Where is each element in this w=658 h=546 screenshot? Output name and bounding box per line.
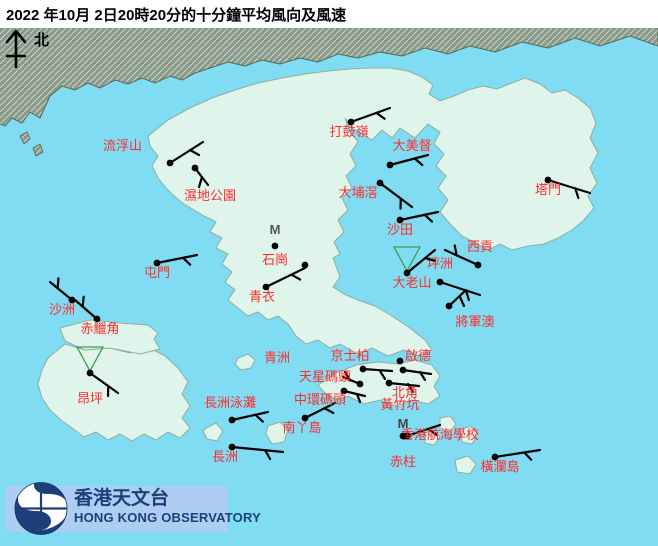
svg-text:M: M [270, 222, 281, 237]
svg-text:西貢: 西貢 [467, 239, 493, 254]
svg-text:屯門: 屯門 [144, 265, 170, 280]
svg-text:赤鱲角: 赤鱲角 [80, 321, 119, 336]
svg-text:濕地公園: 濕地公園 [184, 188, 236, 203]
svg-text:HONG KONG OBSERVATORY: HONG KONG OBSERVATORY [74, 510, 261, 525]
svg-text:香港航海學校: 香港航海學校 [401, 427, 479, 442]
svg-text:南丫島: 南丫島 [282, 420, 321, 435]
svg-text:塔門: 塔門 [535, 182, 561, 197]
svg-text:青衣: 青衣 [249, 289, 275, 304]
svg-text:M: M [398, 416, 409, 431]
svg-text:沙洲: 沙洲 [49, 302, 75, 317]
svg-text:昂坪: 昂坪 [77, 391, 103, 406]
svg-text:流浮山: 流浮山 [103, 138, 142, 153]
svg-text:青洲: 青洲 [264, 350, 290, 365]
svg-text:打鼓嶺: 打鼓嶺 [329, 124, 368, 139]
svg-text:長洲泳灘: 長洲泳灘 [204, 395, 256, 410]
svg-text:赤柱: 赤柱 [390, 454, 416, 469]
svg-text:坪洲: 坪洲 [427, 256, 453, 271]
svg-text:京士柏: 京士柏 [330, 348, 369, 363]
svg-text:北: 北 [34, 32, 49, 49]
svg-text:將軍澳: 將軍澳 [455, 314, 494, 329]
svg-text:沙田: 沙田 [387, 222, 413, 237]
svg-text:石崗: 石崗 [262, 252, 288, 267]
svg-text:啟德: 啟德 [405, 348, 431, 363]
svg-text:中環碼頭: 中環碼頭 [294, 392, 346, 407]
svg-text:大老山: 大老山 [392, 275, 431, 290]
svg-text:長洲: 長洲 [212, 449, 238, 464]
svg-text:大美督: 大美督 [392, 138, 431, 153]
svg-text:橫瀾島: 橫瀾島 [480, 459, 519, 474]
svg-text:黃竹坑: 黃竹坑 [380, 397, 419, 412]
svg-text:香港天文台: 香港天文台 [73, 486, 169, 509]
svg-text:天星碼頭: 天星碼頭 [299, 369, 351, 384]
svg-text:大埔滘: 大埔滘 [338, 185, 377, 200]
